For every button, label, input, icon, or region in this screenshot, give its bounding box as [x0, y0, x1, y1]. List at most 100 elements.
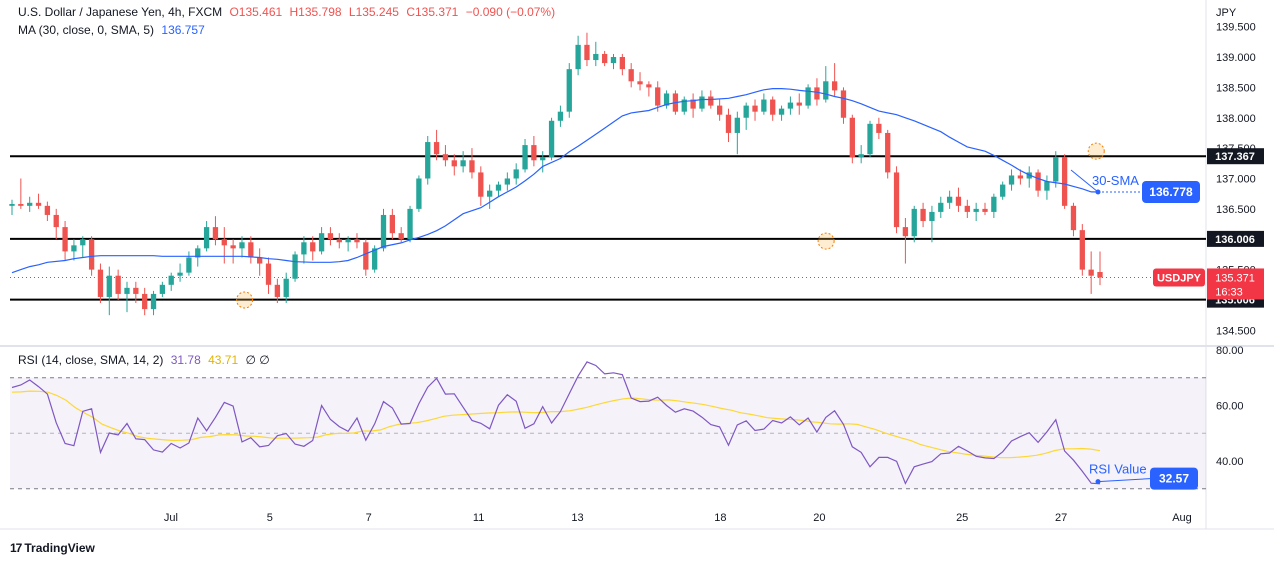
candle-body	[761, 99, 767, 112]
candle-body	[80, 239, 86, 246]
pivot-marker	[1087, 142, 1105, 160]
candle-body	[1017, 175, 1024, 179]
level-label-bg	[1207, 148, 1264, 165]
rsi-line	[11, 361, 1101, 485]
candle-body	[725, 114, 732, 133]
candle-body	[301, 242, 307, 255]
symbol-badge-text: USDJPY	[1157, 272, 1202, 284]
countdown-label: 16:33	[1215, 286, 1243, 298]
candle-body	[619, 57, 625, 70]
ma-legend[interactable]: MA (30, close, 0, SMA, 5) 136.757	[18, 23, 209, 37]
candle-body	[902, 227, 909, 237]
candle-body	[752, 105, 758, 112]
candle-body	[805, 87, 811, 106]
candle-body	[955, 196, 962, 206]
sma-annotation-connector	[1070, 169, 1099, 193]
time-tick-label: 27	[1055, 512, 1067, 524]
ma-legend-value: 136.757	[161, 23, 205, 37]
tradingview-logo-mark: 17	[10, 541, 22, 555]
candle-body	[982, 208, 988, 212]
time-tick-label: 11	[473, 512, 484, 524]
candle-body	[150, 293, 157, 310]
candle-body	[840, 90, 847, 118]
sma-annotation-text: 30-SMA	[1092, 173, 1139, 188]
candle-body	[106, 275, 112, 297]
candle-body	[831, 81, 838, 91]
candle-body	[257, 257, 263, 264]
currency-label: JPY	[1216, 7, 1237, 19]
candle-body	[88, 239, 95, 270]
ma-legend-label: MA (30, close, 0, SMA, 5)	[18, 23, 155, 37]
last-price-label: 135.371	[1215, 272, 1255, 284]
candle-body	[97, 269, 104, 297]
level-label: 137.367	[1215, 151, 1255, 163]
candle-body	[142, 293, 148, 310]
rsi-value-text: 32.57	[1159, 472, 1189, 486]
rsi-tick-label: 60.00	[1216, 401, 1244, 413]
candle-body	[787, 102, 794, 109]
price-tick-label: 138.000	[1216, 113, 1256, 125]
rsi-band-fill	[10, 377, 1206, 489]
candle-body	[292, 254, 298, 279]
candle-body	[699, 96, 705, 109]
candle-body	[849, 117, 855, 158]
rsi-tick-label: 80.00	[1216, 345, 1244, 357]
ohlc-close: C135.371	[406, 5, 459, 19]
price-tick-label: 137.000	[1216, 174, 1256, 186]
price-tick-label: 134.500	[1216, 325, 1256, 337]
ohlc-open: O135.461	[229, 5, 283, 19]
candle-body	[1061, 157, 1068, 206]
rsi-annotation-text: RSI Value	[1089, 462, 1147, 477]
candle-body	[487, 190, 493, 197]
candle-body	[655, 87, 661, 106]
candle-body	[265, 263, 272, 285]
candle-body	[212, 227, 219, 240]
candle-body	[796, 102, 802, 106]
candle-body	[310, 242, 316, 252]
candle-body	[133, 287, 139, 294]
pivot-marker	[817, 232, 835, 250]
candle-body	[610, 57, 617, 64]
candle-body	[885, 132, 891, 173]
time-tick-label: 13	[571, 512, 583, 524]
candle-body	[708, 96, 714, 106]
candle-body	[35, 202, 42, 206]
candle-body	[973, 208, 979, 212]
candle-body	[601, 53, 608, 64]
time-tick-label: 18	[714, 512, 726, 524]
candle-body	[637, 81, 643, 85]
candle-body	[770, 99, 776, 115]
rsi-legend[interactable]: RSI (14, close, SMA, 14, 2) 31.78 43.71 …	[18, 353, 274, 367]
rsi-ma-line	[11, 390, 1101, 459]
candle-body	[663, 93, 670, 106]
rsi-legend-extra: ∅ ∅	[245, 353, 270, 367]
ohlc-high: H135.798	[289, 5, 342, 19]
candle-body	[734, 117, 740, 133]
candle-body	[964, 205, 970, 212]
candle-body	[469, 160, 475, 173]
candle-body	[336, 239, 342, 243]
candle-body	[593, 53, 599, 61]
candle-body	[628, 69, 634, 82]
candle-body	[168, 275, 174, 285]
candle-body	[1008, 175, 1015, 185]
candle-body	[274, 284, 281, 297]
candle-body	[442, 154, 449, 161]
candle-body	[372, 248, 378, 270]
candle-body	[938, 202, 944, 212]
candle-body	[646, 84, 652, 88]
rsi-tick-label: 40.00	[1216, 456, 1244, 468]
candle-body	[44, 205, 51, 215]
tradingview-logo[interactable]: 17 TradingView	[10, 541, 95, 555]
candle-body	[504, 178, 511, 185]
rsi-legend-value: 31.78	[170, 353, 201, 367]
candle-body	[363, 242, 369, 270]
candle-body	[9, 204, 15, 206]
time-tick-label: Aug	[1172, 512, 1192, 524]
candle-body	[566, 69, 572, 112]
candle-body	[540, 157, 546, 161]
candle-body	[716, 105, 723, 115]
symbol-title: U.S. Dollar / Japanese Yen, 4h, FXCM	[18, 5, 223, 19]
candle-body	[380, 214, 387, 249]
